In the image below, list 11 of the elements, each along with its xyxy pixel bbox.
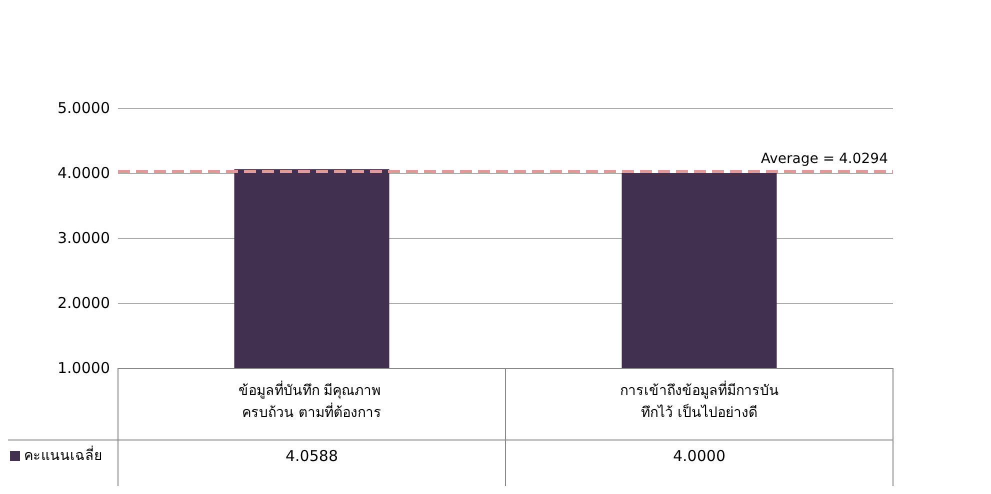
y-tick-label: 4.0000: [58, 164, 110, 182]
y-tick-label: 1.0000: [58, 359, 110, 377]
y-tick-label: 5.0000: [58, 99, 110, 117]
data-label: 4.0588: [286, 447, 338, 465]
y-tick-label: 2.0000: [58, 294, 110, 312]
y-tick-label: 3.0000: [58, 229, 110, 247]
legend-label: คะแนนเฉลี่ย: [24, 446, 102, 464]
data-label: 4.0000: [673, 447, 726, 465]
x-tick-label: ข้อมูลที่บันทึก มีคุณภาพ ครบถ้วน ตามที่ต้องการ: [238, 381, 386, 421]
x-tick-label: การเข้าถึงข้อมูลที่มีการบันทึกไว้ เป็นไปอย่างดี: [620, 381, 779, 421]
ref-line-label: Average = 4.0294: [760, 151, 888, 168]
